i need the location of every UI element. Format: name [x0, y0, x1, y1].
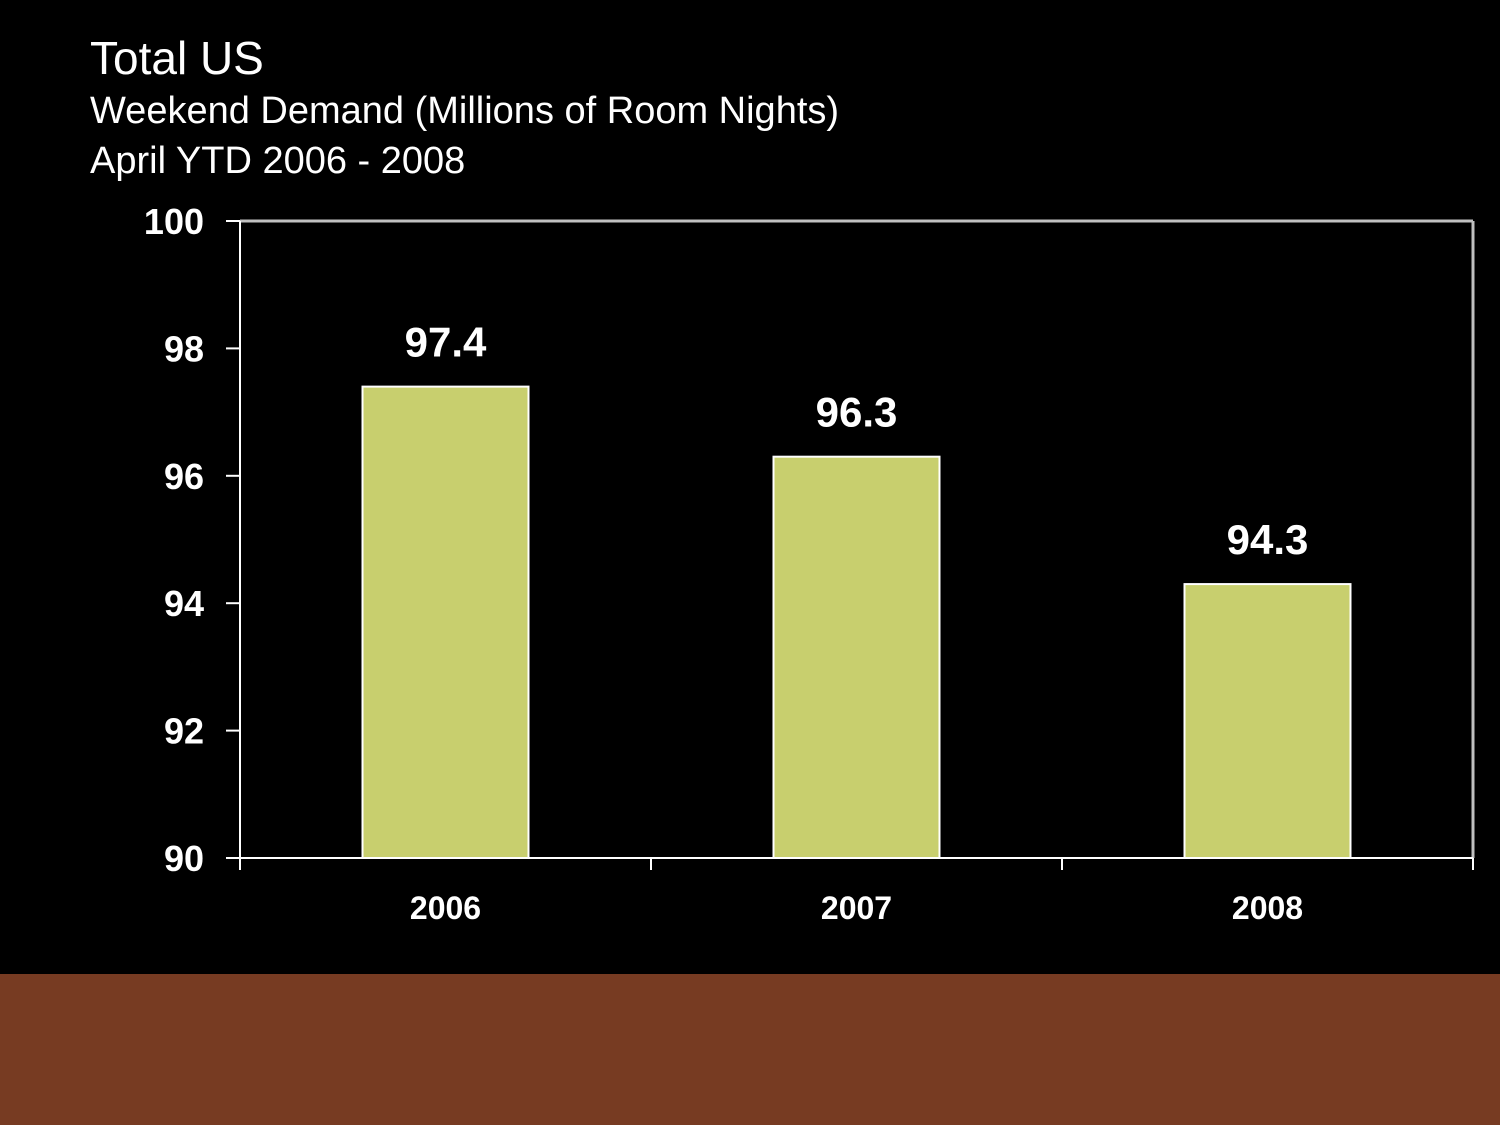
y-tick-label: 90 — [164, 838, 204, 879]
y-tick-label: 98 — [164, 328, 204, 369]
y-tick-label: 94 — [164, 583, 204, 624]
chart-title-block: Total US Weekend Demand (Millions of Roo… — [90, 30, 839, 186]
y-tick-label: 96 — [164, 456, 204, 497]
chart-subtitle: Weekend Demand (Millions of Room Nights) — [90, 90, 840, 132]
footer-band — [0, 974, 1500, 1125]
x-tick-label-2007: 2007 — [821, 890, 892, 926]
x-tick-label-2006: 2006 — [410, 890, 481, 926]
bar-chart: 90 92 94 96 98 100 97.4 2006 96.3 2007 94.3 2008 — [144, 201, 1475, 926]
data-label-2006: 97.4 — [405, 319, 487, 366]
bar-2007 — [772, 455, 941, 859]
bar-2006 — [361, 385, 530, 859]
bar-2008 — [1183, 583, 1352, 860]
y-tick-label: 92 — [164, 711, 204, 752]
chart-period: April YTD 2006 - 2008 — [90, 140, 466, 182]
data-label-2008: 94.3 — [1227, 516, 1309, 563]
x-tick-label-2008: 2008 — [1232, 890, 1303, 926]
data-label-2007: 96.3 — [816, 389, 898, 436]
chart-title: Total US — [90, 32, 264, 84]
y-tick-label: 100 — [144, 201, 204, 242]
